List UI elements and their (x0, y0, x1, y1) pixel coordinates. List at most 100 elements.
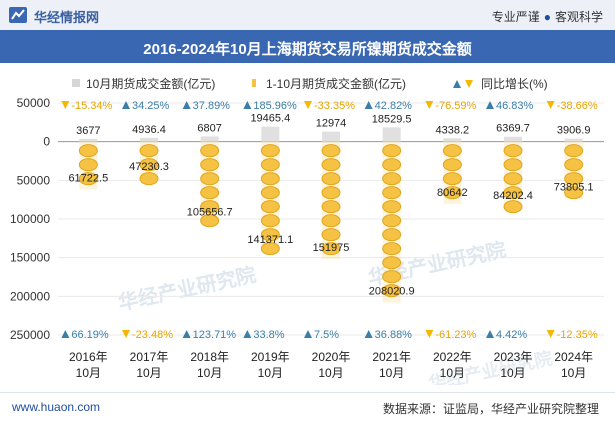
coin-mark (260, 228, 280, 242)
legend-swatch-month (72, 79, 80, 87)
coin-mark (382, 172, 402, 186)
data-label-ytd: 47230.3 (129, 161, 169, 173)
growth-down-triangle-icon (61, 101, 70, 109)
growth-up-triangle-icon (182, 330, 191, 338)
coin-mark (442, 172, 462, 186)
coin-mark (260, 158, 280, 172)
data-label-ytd: 84202.4 (493, 190, 533, 202)
coin-mark (382, 200, 402, 214)
x-tick-label: 2020年 (312, 350, 351, 364)
coin-mark (321, 144, 341, 158)
chart-title: 2016-2024年10月上海期货交易所镍期货成交金额 (143, 41, 472, 58)
growth-up-triangle-icon (364, 101, 373, 109)
bar-month (382, 127, 401, 142)
growth-month-label: -38.66% (557, 100, 598, 112)
footer-source: 数据来源：证监局，华经产业研究院整理 (382, 402, 599, 416)
title-bar (0, 30, 615, 63)
coin-mark (382, 256, 402, 270)
data-label-month: 4936.4 (132, 124, 166, 136)
coin-mark (503, 172, 523, 186)
data-label-month: 6369.7 (496, 123, 530, 135)
x-tick-label: 2021年 (372, 350, 411, 364)
legend: 10月期货成交金额(亿元) 1-10月期货成交金额(亿元) 同比增长(%) (72, 76, 548, 91)
bar-month (322, 131, 340, 142)
bar-month (79, 138, 98, 142)
growth-down-triangle-icon (122, 330, 130, 338)
growth-down-triangle-icon (425, 330, 434, 338)
tag-professional: 专业严谨 (491, 10, 540, 24)
growth-up-triangle-icon (486, 101, 494, 109)
data-label-month: 6807 (197, 122, 221, 134)
growth-up-triangle-icon (364, 330, 373, 338)
data-label-month: 3677 (76, 125, 100, 137)
coin-mark (321, 172, 341, 186)
growth-up-triangle-icon (243, 101, 252, 109)
legend-label-month: 10月期货成交金额(亿元) (86, 76, 215, 91)
growth-up-triangle-icon (243, 330, 252, 338)
coin-mark (260, 242, 280, 256)
coin-mark (260, 214, 280, 228)
tag-objective: 客观科学 (554, 10, 603, 24)
x-tick-label: 2016年 (69, 350, 108, 364)
y-tick-label: 0 (43, 135, 50, 149)
data-label-ytd: 80642 (437, 187, 468, 199)
coin-mark (382, 284, 402, 298)
separator-dot-icon: ● (543, 10, 551, 24)
growth-ytd-label: -61.23% (435, 329, 476, 341)
coin-mark (442, 144, 462, 158)
huajing-logo-icon (9, 7, 27, 23)
coin-mark (382, 270, 402, 284)
growth-month-label: 34.25% (132, 100, 170, 112)
growth-month-label: -33.35% (314, 100, 355, 112)
coin-mark (260, 200, 280, 214)
coin-mark (139, 158, 159, 172)
coin-mark (503, 200, 523, 214)
legend-down-triangle-icon (465, 80, 473, 88)
x-tick-label: 2019年 (251, 350, 290, 364)
coin-mark (564, 186, 584, 200)
coin-mark (139, 144, 159, 158)
y-tick-label: 250000 (10, 328, 50, 342)
x-tick-label: 2023年 (494, 350, 533, 364)
data-label-ytd: 208020.9 (369, 286, 415, 298)
growth-up-triangle-icon (486, 330, 494, 338)
y-tick-label: 200000 (10, 289, 50, 303)
x-tick-label: 10月 (197, 366, 222, 380)
data-label-month: 18529.5 (372, 113, 412, 125)
site-tags: 专业严谨 ● 客观科学 (492, 8, 603, 25)
x-tick-label: 10月 (440, 366, 465, 380)
x-tick-label: 2024年 (554, 350, 593, 364)
x-tick-label: 10月 (318, 366, 343, 380)
y-tick-label: 50000 (17, 173, 51, 187)
legend-label-ytd: 1-10月期货成交金额(亿元) (266, 76, 406, 91)
coin-mark (200, 144, 220, 158)
data-label-month: 19465.4 (250, 113, 290, 125)
growth-ytd-label: -12.35% (557, 329, 598, 341)
growth-ytd-label: 4.42% (496, 329, 527, 341)
bar-month (564, 138, 583, 142)
legend-up-triangle-icon (453, 80, 461, 88)
growth-month-label: 37.89% (193, 100, 231, 112)
coin-mark (200, 186, 220, 200)
coin-mark (321, 158, 341, 172)
data-label-ytd: 141371.1 (247, 234, 293, 246)
growth-month-label: 46.83% (496, 100, 534, 112)
growth-ytd-label: 123.71% (193, 329, 237, 341)
coin-mark (321, 228, 341, 242)
x-tick-label: 2022年 (433, 350, 472, 364)
x-tick-label: 10月 (258, 366, 283, 380)
x-tick-label: 2018年 (190, 350, 229, 364)
growth-ytd-label: 36.88% (375, 329, 413, 341)
coin-mark (321, 186, 341, 200)
data-label-month: 3906.9 (557, 125, 591, 137)
growth-down-triangle-icon (425, 101, 434, 109)
data-label-ytd: 73805.1 (554, 182, 594, 194)
chart-plot: 华经产业研究院 华经产业研究院华经产业研究院5000005000010000015… (10, 96, 604, 385)
coin-mark (382, 214, 402, 228)
x-tick-label: 10月 (500, 366, 525, 380)
growth-ytd-label: 33.8% (253, 329, 284, 341)
footer-divider (0, 392, 615, 393)
y-tick-label: 100000 (10, 212, 50, 226)
growth-down-triangle-icon (546, 101, 555, 109)
coin-mark (200, 200, 220, 214)
